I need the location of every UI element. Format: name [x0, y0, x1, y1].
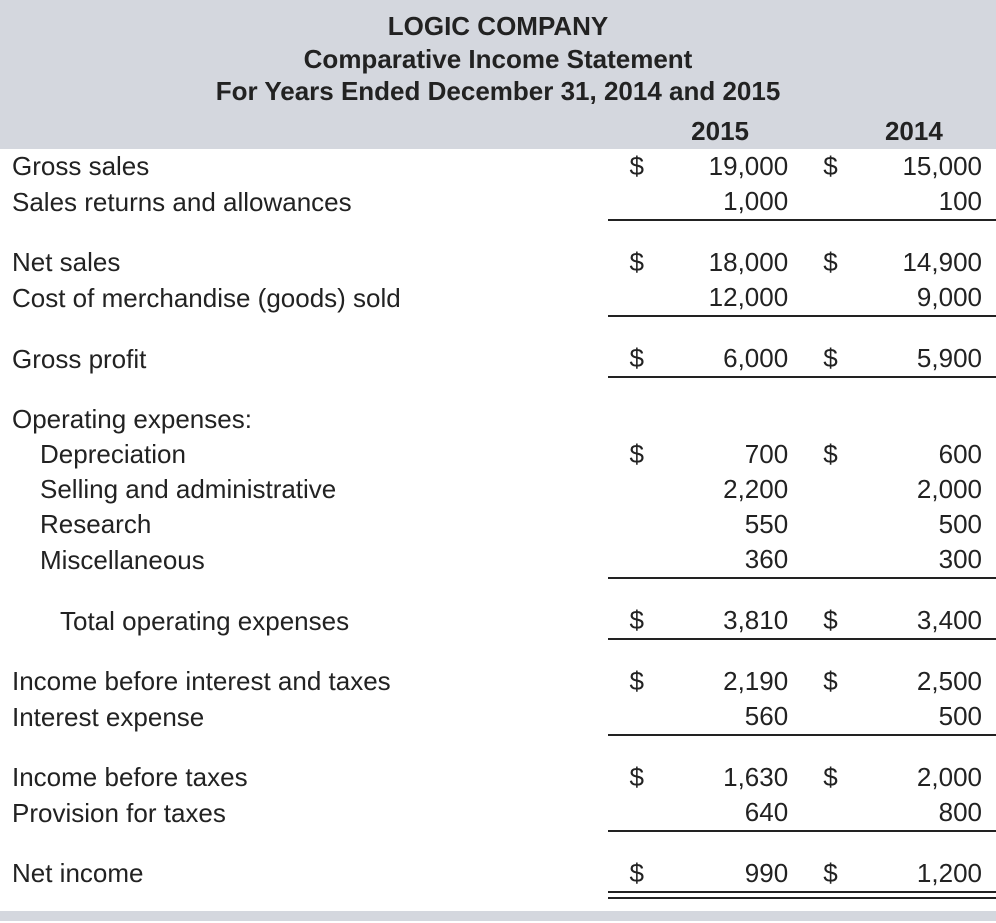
val-2015: 19,000: [648, 149, 802, 184]
val-2015: 12,000: [648, 280, 802, 316]
val-2014: 15,000: [842, 149, 996, 184]
val-2015: 560: [648, 699, 802, 735]
label: Research: [0, 507, 608, 542]
val-2015: 1,630: [648, 760, 802, 795]
val-2014: 2,000: [842, 760, 996, 795]
label: Income before interest and taxes: [0, 664, 608, 699]
label: Sales returns and allowances: [0, 184, 608, 220]
label: Net income: [0, 856, 608, 891]
col-2015: 2015: [648, 114, 802, 149]
column-header-row: 2015 2014: [0, 114, 996, 149]
label: Net sales: [0, 245, 608, 280]
footer-bar: [0, 911, 996, 921]
label: Cost of merchandise (goods) sold: [0, 280, 608, 316]
row-ebt: Income before taxes $ 1,630 $ 2,000: [0, 760, 996, 795]
label: Income before taxes: [0, 760, 608, 795]
val-2014: 500: [842, 507, 996, 542]
val-2015: 18,000: [648, 245, 802, 280]
statement-table: 2015 2014 Gross sales $ 19,000 $ 15,000 …: [0, 114, 996, 899]
label: Gross sales: [0, 149, 608, 184]
val-2015: 2,200: [648, 472, 802, 507]
label: Selling and administrative: [0, 472, 608, 507]
statement-title: Comparative Income Statement: [0, 43, 996, 76]
val-2014: 300: [842, 542, 996, 578]
row-gross-sales: Gross sales $ 19,000 $ 15,000: [0, 149, 996, 184]
val-2014: 2,000: [842, 472, 996, 507]
val-2015: 700: [648, 437, 802, 472]
company-name: LOGIC COMPANY: [0, 10, 996, 43]
row-misc: Miscellaneous 360 300: [0, 542, 996, 578]
val-2014: 600: [842, 437, 996, 472]
val-2015: 550: [648, 507, 802, 542]
row-opex-header: Operating expenses:: [0, 402, 996, 437]
row-depreciation: Depreciation $ 700 $ 600: [0, 437, 996, 472]
val-2014: 5,900: [842, 341, 996, 377]
row-ebit: Income before interest and taxes $ 2,190…: [0, 664, 996, 699]
row-gross-profit: Gross profit $ 6,000 $ 5,900: [0, 341, 996, 377]
val-2015: 3,810: [648, 603, 802, 639]
label: Miscellaneous: [0, 542, 608, 578]
val-2015: 990: [648, 856, 802, 891]
row-net-sales: Net sales $ 18,000 $ 14,900: [0, 245, 996, 280]
row-total-opex: Total operating expenses $ 3,810 $ 3,400: [0, 603, 996, 639]
val-2015: 2,190: [648, 664, 802, 699]
row-returns: Sales returns and allowances 1,000 100: [0, 184, 996, 220]
val-2015: 1,000: [648, 184, 802, 220]
val-2014: 1,200: [842, 856, 996, 891]
sym-2015: $: [608, 149, 648, 184]
sym-2014: $: [802, 149, 842, 184]
val-2014: 800: [842, 795, 996, 831]
label: Interest expense: [0, 699, 608, 735]
income-statement: LOGIC COMPANY Comparative Income Stateme…: [0, 0, 996, 921]
row-selling-admin: Selling and administrative 2,200 2,000: [0, 472, 996, 507]
val-2014: 14,900: [842, 245, 996, 280]
val-2014: 500: [842, 699, 996, 735]
double-rule: [0, 891, 996, 899]
val-2015: 6,000: [648, 341, 802, 377]
row-research: Research 550 500: [0, 507, 996, 542]
val-2015: 360: [648, 542, 802, 578]
label: Depreciation: [0, 437, 608, 472]
col-2014: 2014: [842, 114, 996, 149]
row-interest: Interest expense 560 500: [0, 699, 996, 735]
statement-period: For Years Ended December 31, 2014 and 20…: [0, 75, 996, 108]
statement-header: LOGIC COMPANY Comparative Income Stateme…: [0, 0, 996, 114]
row-cogs: Cost of merchandise (goods) sold 12,000 …: [0, 280, 996, 316]
val-2014: 3,400: [842, 603, 996, 639]
row-taxes: Provision for taxes 640 800: [0, 795, 996, 831]
val-2014: 9,000: [842, 280, 996, 316]
val-2014: 100: [842, 184, 996, 220]
label: Operating expenses:: [0, 402, 608, 437]
label: Total operating expenses: [0, 603, 608, 639]
row-net-income: Net income $ 990 $ 1,200: [0, 856, 996, 891]
label: Provision for taxes: [0, 795, 608, 831]
val-2015: 640: [648, 795, 802, 831]
val-2014: 2,500: [842, 664, 996, 699]
label: Gross profit: [0, 341, 608, 377]
